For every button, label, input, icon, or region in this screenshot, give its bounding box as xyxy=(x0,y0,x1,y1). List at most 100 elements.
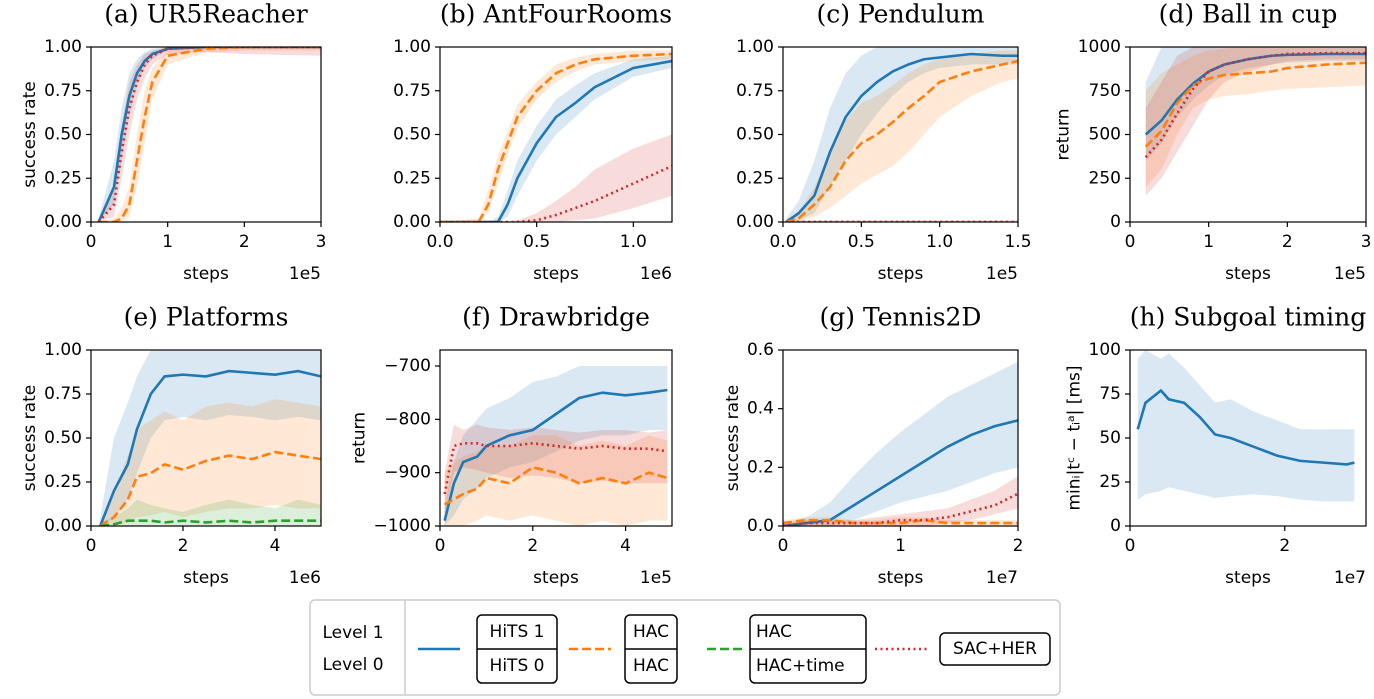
legend-label: HAC xyxy=(633,622,669,642)
confidence-band xyxy=(786,47,1018,222)
y-tick-label: 0.75 xyxy=(393,81,431,101)
y-tick-label: 50 xyxy=(1099,428,1121,448)
panel-title: (f) Drawbridge xyxy=(462,303,650,332)
legend-label: HAC xyxy=(756,622,792,642)
y-tick-label: 0.0 xyxy=(747,516,774,536)
y-tick-label: 0.75 xyxy=(44,384,82,404)
x-tick-label: 1 xyxy=(1203,232,1214,252)
y-tick-label: 1.00 xyxy=(393,37,431,57)
plot-area xyxy=(1136,350,1355,502)
x-tick-label: 0 xyxy=(1125,232,1136,252)
confidence-band xyxy=(440,55,672,222)
series-line xyxy=(783,518,1018,525)
y-tick-label: 0 xyxy=(1110,516,1121,536)
panel-title: (c) Pendulum xyxy=(817,0,985,29)
y-tick-label: −900 xyxy=(384,463,431,483)
panel: (h) Subgoal timing 0 25 50 75 100 0 2 steps 1e7 mi… xyxy=(1065,303,1367,588)
x-tick-label: 2 xyxy=(239,232,250,252)
confidence-band xyxy=(444,435,668,526)
plot-area xyxy=(443,366,668,526)
y-tick-label: 1.00 xyxy=(736,37,774,57)
x-axis-label: steps xyxy=(183,264,229,284)
y-tick-label: 500 xyxy=(1089,125,1121,145)
confidence-band xyxy=(100,350,321,526)
y-tick-label: 1.00 xyxy=(44,340,82,360)
confidence-band xyxy=(100,499,321,526)
x-tick-label: 2 xyxy=(527,536,538,556)
y-tick-label: 0 xyxy=(1110,212,1121,232)
confidence-band xyxy=(1137,350,1355,502)
y-tick-label: 0.00 xyxy=(44,212,82,232)
y-axis-label: success rate xyxy=(723,385,743,491)
x-axis-label: steps xyxy=(1225,568,1271,588)
x-tick-label: 0.5 xyxy=(523,232,550,252)
x-tick-label: 1.0 xyxy=(926,232,953,252)
y-tick-label: 0.75 xyxy=(736,81,774,101)
series-line xyxy=(440,59,672,222)
confidence-band xyxy=(786,50,1018,222)
panel-title: (d) Ball in cup xyxy=(1159,0,1338,29)
series-line xyxy=(785,52,1018,222)
x-tick-label: 0 xyxy=(435,536,446,556)
x-offset-label: 1e5 xyxy=(1334,264,1366,284)
x-axis-label: steps xyxy=(1225,264,1271,284)
series-line xyxy=(99,450,321,526)
confidence-band xyxy=(444,366,668,526)
y-axis-label: success rate xyxy=(20,385,40,491)
y-tick-label: 0.50 xyxy=(44,428,82,448)
panel-title: (g) Tennis2D xyxy=(820,303,982,332)
x-axis-label: steps xyxy=(533,264,579,284)
confidence-band xyxy=(440,134,672,222)
y-axis-label: return xyxy=(1054,109,1074,161)
x-tick-label: 0 xyxy=(1125,536,1136,556)
y-tick-label: 0.25 xyxy=(736,168,774,188)
x-tick-label: 1.0 xyxy=(620,232,647,252)
y-axis-label: minᵢ|tᶜ − tᵢᵃ| [ms] xyxy=(1065,365,1085,510)
panel: (g) Tennis2D 0.0 0.2 0.4 0.6 0 1 2 steps 1e7 succe… xyxy=(723,303,1023,589)
y-tick-label: 0.00 xyxy=(393,212,431,232)
y-axis-label: success rate xyxy=(20,81,40,187)
x-tick-label: 2 xyxy=(1013,536,1024,556)
panel: (d) Ball in cup 0 250 500 750 1000 0 1 2 3 steps 1e… xyxy=(1054,0,1372,284)
x-offset-label: 1e6 xyxy=(640,264,672,284)
legend: Level 1 Level 0 HiTS 1 HiTS 0 HAC HAC HAC HAC+t… xyxy=(322,614,1051,684)
series-line xyxy=(785,59,1018,222)
y-tick-label: 0.00 xyxy=(44,516,82,536)
panel-title: (b) AntFourRooms xyxy=(440,0,672,29)
plot-area xyxy=(440,50,672,222)
panel: (f) Drawbridge −1000 −900 −800 −700 0 2 4 steps 1… xyxy=(349,303,673,588)
confidence-band xyxy=(783,361,1018,526)
series-line xyxy=(443,465,668,506)
x-axis-label: steps xyxy=(183,568,229,588)
legend-label: HAC xyxy=(633,656,669,676)
y-tick-label: −800 xyxy=(384,409,431,429)
plot-area xyxy=(785,47,1018,222)
legend-label: HiTS 1 xyxy=(490,622,545,642)
legend-label: SAC+HER xyxy=(953,639,1037,659)
x-tick-label: 3 xyxy=(316,232,327,252)
y-tick-label: −700 xyxy=(384,356,431,376)
y-tick-label: −1000 xyxy=(373,516,431,536)
panel: (b) AntFourRooms 0.00 0.25 0.50 0.75 1.00 0.0 0… xyxy=(393,0,673,284)
panel: (e) Platforms 0.00 0.25 0.50 0.75 1.00 0 2 4 step… xyxy=(20,303,322,588)
x-tick-label: 0.5 xyxy=(848,232,875,252)
x-tick-label: 3 xyxy=(1361,232,1372,252)
y-tick-label: 750 xyxy=(1089,81,1121,101)
confidence-band xyxy=(440,50,672,222)
confidence-band xyxy=(98,47,321,222)
x-tick-label: 1.5 xyxy=(1004,232,1031,252)
legend-row-label: Level 0 xyxy=(322,655,383,675)
confidence-band xyxy=(1145,47,1366,196)
x-axis-label: steps xyxy=(533,568,579,588)
y-tick-label: 100 xyxy=(1089,340,1121,360)
legend-label-box xyxy=(939,632,1051,666)
x-offset-label: 1e5 xyxy=(640,568,672,588)
axes-frame xyxy=(439,349,673,527)
y-tick-label: 0.2 xyxy=(747,457,774,477)
x-offset-label: 1e7 xyxy=(1334,568,1366,588)
y-tick-label: 0.25 xyxy=(44,472,82,492)
x-tick-label: 0 xyxy=(86,232,97,252)
y-tick-label: 0.50 xyxy=(44,125,82,145)
confidence-band xyxy=(100,399,321,526)
